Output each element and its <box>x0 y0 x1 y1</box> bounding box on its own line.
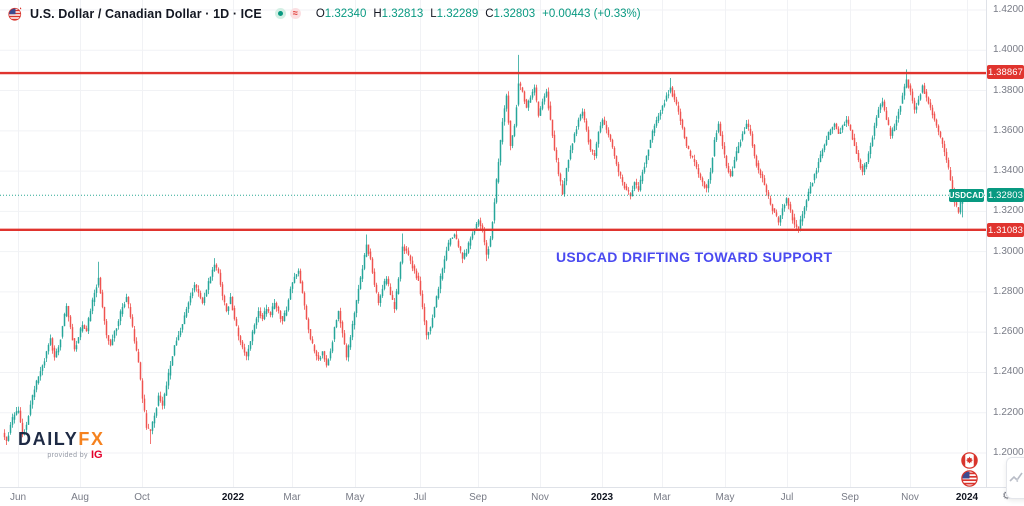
symbol-header: U.S. Dollar / Canadian Dollar · 1D · ICE… <box>8 6 641 21</box>
resistance-price-label: 1.38867 <box>987 65 1024 79</box>
support-price-label: 1.31083 <box>987 223 1024 237</box>
x-axis-label: Nov <box>531 492 549 503</box>
high-value: H1.32813 <box>373 7 424 20</box>
x-axis-label: Aug <box>71 492 89 503</box>
y-axis-label: 1.34000 <box>993 165 1024 177</box>
x-axis-label: Jul <box>780 492 794 503</box>
flag-stripes-icon[interactable]: ≈ <box>289 8 301 19</box>
x-axis-label: Sep <box>469 492 487 503</box>
change-value: +0.00443 (+0.33%) <box>542 7 641 20</box>
x-axis-label: Jul <box>413 492 427 503</box>
chart-text-annotation[interactable]: USDCAD DRIFTING TOWARD SUPPORT <box>556 249 833 265</box>
canada-flag-icon <box>961 452 978 469</box>
symbol-price-tag: USDCAD <box>948 189 985 202</box>
y-axis-label: 1.24000 <box>993 366 1024 378</box>
x-axis-label: 2022 <box>221 492 245 503</box>
y-axis-label: 1.40000 <box>993 44 1024 56</box>
ohlc-readout: O1.32340 H1.32813 L1.32289 C1.32803 +0.0… <box>316 8 641 20</box>
provided-by-text: provided by <box>47 452 88 459</box>
dailyfx-logo: DAILYFX <box>18 429 105 449</box>
ig-logo: IG <box>90 449 103 461</box>
x-axis-label: May <box>345 492 365 503</box>
price-scale[interactable]: 1.42000 1.40000 1.38000 1.36000 1.34000 1.320… <box>986 0 1024 487</box>
y-axis-label: 1.28000 <box>993 285 1024 297</box>
x-axis-label: Jun <box>9 492 27 503</box>
y-axis-label: 1.20000 <box>993 447 1024 458</box>
x-axis-label: Sep <box>841 492 859 503</box>
y-axis-label: 1.30000 <box>993 245 1024 257</box>
low-value: L1.32289 <box>430 7 479 20</box>
y-axis-label: 1.36000 <box>993 124 1024 136</box>
close-value: C1.32803 <box>485 7 536 20</box>
us-flag-icon <box>961 470 978 487</box>
floating-chart-button[interactable] <box>1006 457 1024 499</box>
x-axis-label: Nov <box>901 492 919 503</box>
x-axis-label: May <box>715 492 735 503</box>
x-axis-label: 2023 <box>590 492 614 503</box>
instrument-flag-icon <box>8 6 23 21</box>
dailyfx-watermark: DAILYFX provided by IG <box>18 430 105 461</box>
x-axis-label: Mar <box>653 492 671 503</box>
mini-chart-icon <box>1009 472 1023 482</box>
time-scale[interactable]: Jun Aug Oct 2022 Mar May Jul Sep Nov 2023 Mar May Ju… <box>0 487 1024 506</box>
y-axis-label: 1.38000 <box>993 84 1024 96</box>
market-open-status-icon[interactable] <box>274 8 286 19</box>
x-axis-label: Oct <box>134 492 150 503</box>
symbol-title[interactable]: U.S. Dollar / Canadian Dollar · 1D · ICE <box>30 6 262 21</box>
y-axis-label: 1.22000 <box>993 406 1024 418</box>
y-axis-label: 1.32000 <box>993 205 1024 217</box>
y-axis-label: 1.26000 <box>993 326 1024 338</box>
open-value: O1.32340 <box>315 7 367 20</box>
x-axis-label: 2024 <box>955 492 979 503</box>
y-axis-label: 1.42000 <box>993 4 1024 15</box>
last-price-label: 1.32803 <box>987 188 1024 202</box>
pair-flag-badges <box>961 452 978 487</box>
x-axis-label: Mar <box>283 492 301 503</box>
